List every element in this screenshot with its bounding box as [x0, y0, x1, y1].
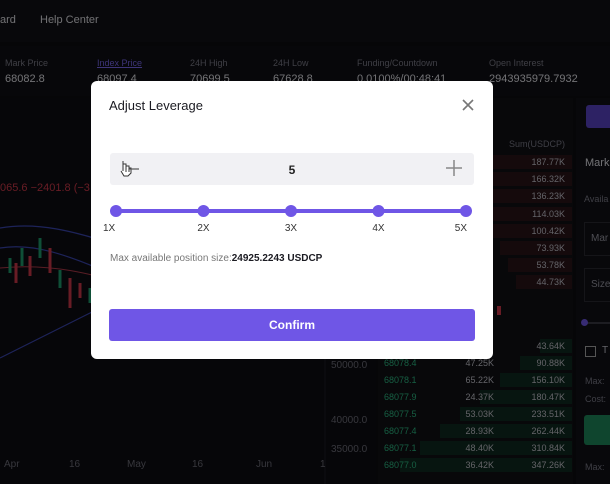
slider-mark-label: 1X: [103, 223, 116, 234]
info-value: 24925.2243 USDCP: [231, 253, 323, 264]
slider-stop[interactable]: [110, 205, 122, 217]
slider-stop[interactable]: [460, 205, 472, 217]
slider-stop[interactable]: [285, 205, 297, 217]
slider-mark-label: 3X: [284, 223, 298, 234]
info-label: Max available position size:24925.2243 U…: [110, 253, 322, 264]
slider-stop[interactable]: [197, 205, 210, 217]
leverage-modal: Adjust Leverage 5 Max available position…: [91, 81, 493, 359]
leverage-stepper: [110, 153, 474, 185]
increase-button[interactable]: [445, 159, 463, 177]
slider-stop[interactable]: [372, 205, 385, 217]
slider-mark-label: 4X: [372, 223, 385, 234]
info-label-text: Max available position size:: [110, 253, 232, 264]
leverage-value[interactable]: 5: [288, 163, 296, 177]
close-button[interactable]: [462, 99, 474, 111]
modal-title: Adjust Leverage: [109, 98, 203, 113]
decrease-button[interactable]: [119, 159, 141, 179]
slider-mark-label: 5X: [454, 223, 467, 234]
leverage-slider[interactable]: [106, 201, 478, 221]
confirm-button[interactable]: Confirm: [109, 309, 475, 341]
slider-mark-label: 2X: [197, 223, 210, 234]
